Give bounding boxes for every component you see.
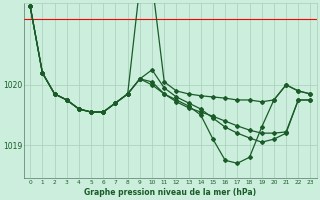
X-axis label: Graphe pression niveau de la mer (hPa): Graphe pression niveau de la mer (hPa) [84,188,256,197]
